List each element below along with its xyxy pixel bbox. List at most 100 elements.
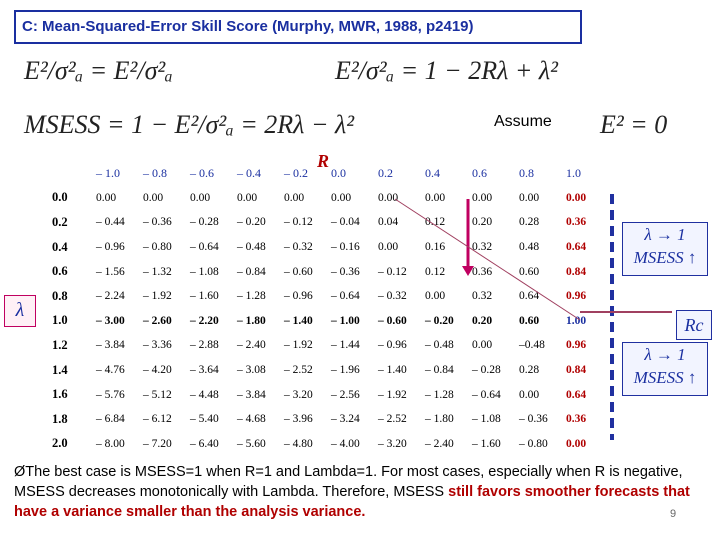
table-cell: 0.48 bbox=[519, 241, 540, 254]
bullet-marker: Ø bbox=[14, 464, 26, 480]
table-cell: 0.00 bbox=[143, 191, 164, 204]
table-cell: 0.84 bbox=[566, 265, 587, 278]
lambda-arrow-text: λ → 1 bbox=[644, 225, 686, 244]
table-cell: – 4.76 bbox=[96, 364, 125, 377]
table-row: 0.4 – 0.96 – 0.80 – 0.64 – 0.48 – 0.32 – 0.16 0… bbox=[44, 235, 613, 260]
table-cell: – 0.80 bbox=[519, 437, 548, 450]
table-cell: – 4.68 bbox=[237, 413, 266, 426]
table-cell: 0.20 bbox=[472, 314, 493, 327]
table-cell: – 1.40 bbox=[284, 314, 313, 327]
table-cell: 0.16 bbox=[425, 241, 446, 254]
arrow-head bbox=[462, 266, 474, 276]
table-cell: – 0.96 bbox=[96, 241, 125, 254]
equation-msess: MSESS = 1 − E²/σ²ₐ = 2Rλ − λ² bbox=[24, 110, 355, 139]
col-header: 1.0 bbox=[566, 165, 581, 180]
table-cell: – 6.12 bbox=[143, 413, 172, 426]
table-cell: – 1.80 bbox=[237, 314, 266, 327]
r-column-label: R bbox=[317, 151, 330, 171]
table-cell: 0.00 bbox=[425, 191, 446, 204]
lambda-value: 1.8 bbox=[52, 411, 68, 426]
table-cell: –0.48 bbox=[519, 339, 545, 352]
table-cell: – 3.00 bbox=[96, 314, 125, 327]
equation-assume: E² = 0 bbox=[600, 110, 668, 139]
table-cell: – 0.64 bbox=[472, 388, 501, 401]
table-cell: – 6.40 bbox=[190, 437, 219, 450]
table-cell: – 0.64 bbox=[190, 241, 219, 254]
table-cell: 0.60 bbox=[519, 265, 540, 278]
table-cell: 0.00 bbox=[284, 191, 305, 204]
diagonal-line bbox=[394, 198, 581, 321]
table-cell: – 3.20 bbox=[284, 388, 313, 401]
table-cell: – 0.12 bbox=[378, 265, 407, 278]
table-cell: 0.64 bbox=[566, 241, 587, 254]
table-cell: – 5.76 bbox=[96, 388, 125, 401]
bullet-text: The best case is MSESS=1 when R=1 and La… bbox=[14, 464, 683, 500]
slide-title: C: Mean-Squared-Error Skill Score (Murph… bbox=[14, 10, 582, 44]
table-cell: – 2.24 bbox=[96, 290, 125, 303]
table-cell: 0.36 bbox=[566, 216, 587, 229]
table-cell: – 0.28 bbox=[472, 364, 501, 377]
table-cell: – 5.60 bbox=[237, 437, 266, 450]
table-cell: – 0.16 bbox=[331, 241, 360, 254]
lambda-arrow-text: λ → 1 bbox=[644, 345, 686, 364]
table-cell: 0.36 bbox=[566, 413, 587, 426]
table-cell: – 0.12 bbox=[284, 216, 313, 229]
col-header: 0.0 bbox=[331, 165, 346, 180]
table-row: 1.8 – 6.84 – 6.12 – 5.40 – 4.68 – 3.96 – 3.24 –… bbox=[44, 407, 613, 432]
table-cell: – 1.08 bbox=[472, 413, 501, 426]
table-cell: – 1.00 bbox=[331, 314, 360, 327]
table-row: 1.0 – 3.00 – 2.60 – 2.20 – 1.80 – 1.40 – 1.00 –… bbox=[44, 309, 613, 334]
table-cell: – 4.20 bbox=[143, 364, 172, 377]
table-row: 1.6 – 5.76 – 5.12 – 4.48 – 3.84 – 3.20 – 2.56 –… bbox=[44, 382, 613, 407]
table-cell: – 7.20 bbox=[143, 437, 172, 450]
table-cell: – 5.12 bbox=[143, 388, 172, 401]
table-cell: 0.00 bbox=[425, 290, 446, 303]
table-cell: – 0.60 bbox=[284, 265, 313, 278]
table-cell: 0.00 bbox=[378, 191, 399, 204]
table-cell: 0.12 bbox=[425, 216, 446, 229]
table-cell: – 3.20 bbox=[378, 437, 407, 450]
table-cell: – 1.92 bbox=[143, 290, 172, 303]
table-cell: – 0.32 bbox=[378, 290, 407, 303]
col-header: – 0.6 bbox=[190, 165, 214, 180]
lambda-value: 0.0 bbox=[52, 190, 68, 205]
table-cell: – 0.32 bbox=[284, 241, 313, 254]
table-row: 0.6 – 1.56 – 1.32 – 1.08 – 0.84 – 0.60 – 0.36 –… bbox=[44, 259, 613, 284]
table-cell: – 2.52 bbox=[378, 413, 407, 426]
table-cell: – 5.40 bbox=[190, 413, 219, 426]
table-cell: – 1.32 bbox=[143, 265, 172, 278]
table-row: 2.0 – 8.00 – 7.20 – 6.40 – 5.60 – 4.80 – 4.00 –… bbox=[44, 432, 613, 457]
table-cell: – 3.84 bbox=[237, 388, 266, 401]
table-cell: 0.04 bbox=[378, 216, 399, 229]
lambda-value: 0.2 bbox=[52, 214, 68, 229]
table-cell: 0.96 bbox=[566, 339, 587, 352]
table-cell: – 0.48 bbox=[237, 241, 266, 254]
table-cell: – 0.96 bbox=[378, 339, 407, 352]
col-header: 0.2 bbox=[378, 165, 393, 180]
table-cell: – 1.44 bbox=[331, 339, 360, 352]
equation-expansion: E²/σ²ₐ = 1 − 2Rλ + λ² bbox=[335, 56, 558, 85]
lambda-to-one-box-top: λ → 1 MSESS ↑ bbox=[622, 222, 708, 276]
table-cell: – 4.00 bbox=[331, 437, 360, 450]
table-cell: – 1.28 bbox=[237, 290, 266, 303]
table-cell: – 1.92 bbox=[284, 339, 313, 352]
table-cell: – 0.80 bbox=[143, 241, 172, 254]
col-header: 0.4 bbox=[425, 165, 440, 180]
table-cell: – 3.96 bbox=[284, 413, 313, 426]
conclusion-bullet: ØThe best case is MSESS=1 when R=1 and L… bbox=[14, 462, 694, 522]
table-cell: – 3.36 bbox=[143, 339, 172, 352]
table-cell: – 6.84 bbox=[96, 413, 125, 426]
table-cell: – 0.44 bbox=[96, 216, 125, 229]
lambda-value: 0.4 bbox=[52, 239, 68, 254]
msess-up-text: MSESS ↑ bbox=[633, 368, 697, 387]
lambda-value: 1.0 bbox=[52, 313, 68, 328]
table-cell: – 0.04 bbox=[331, 216, 360, 229]
table-cell: 0.36 bbox=[472, 265, 493, 278]
rc-box: Rc bbox=[676, 310, 712, 340]
table-cell: – 0.36 bbox=[519, 413, 548, 426]
table-cell: 0.00 bbox=[566, 437, 587, 450]
lambda-value: 1.2 bbox=[52, 337, 68, 352]
table-cell: – 0.64 bbox=[331, 290, 360, 303]
table-cell: – 0.20 bbox=[425, 314, 454, 327]
table-cell: – 3.64 bbox=[190, 364, 219, 377]
